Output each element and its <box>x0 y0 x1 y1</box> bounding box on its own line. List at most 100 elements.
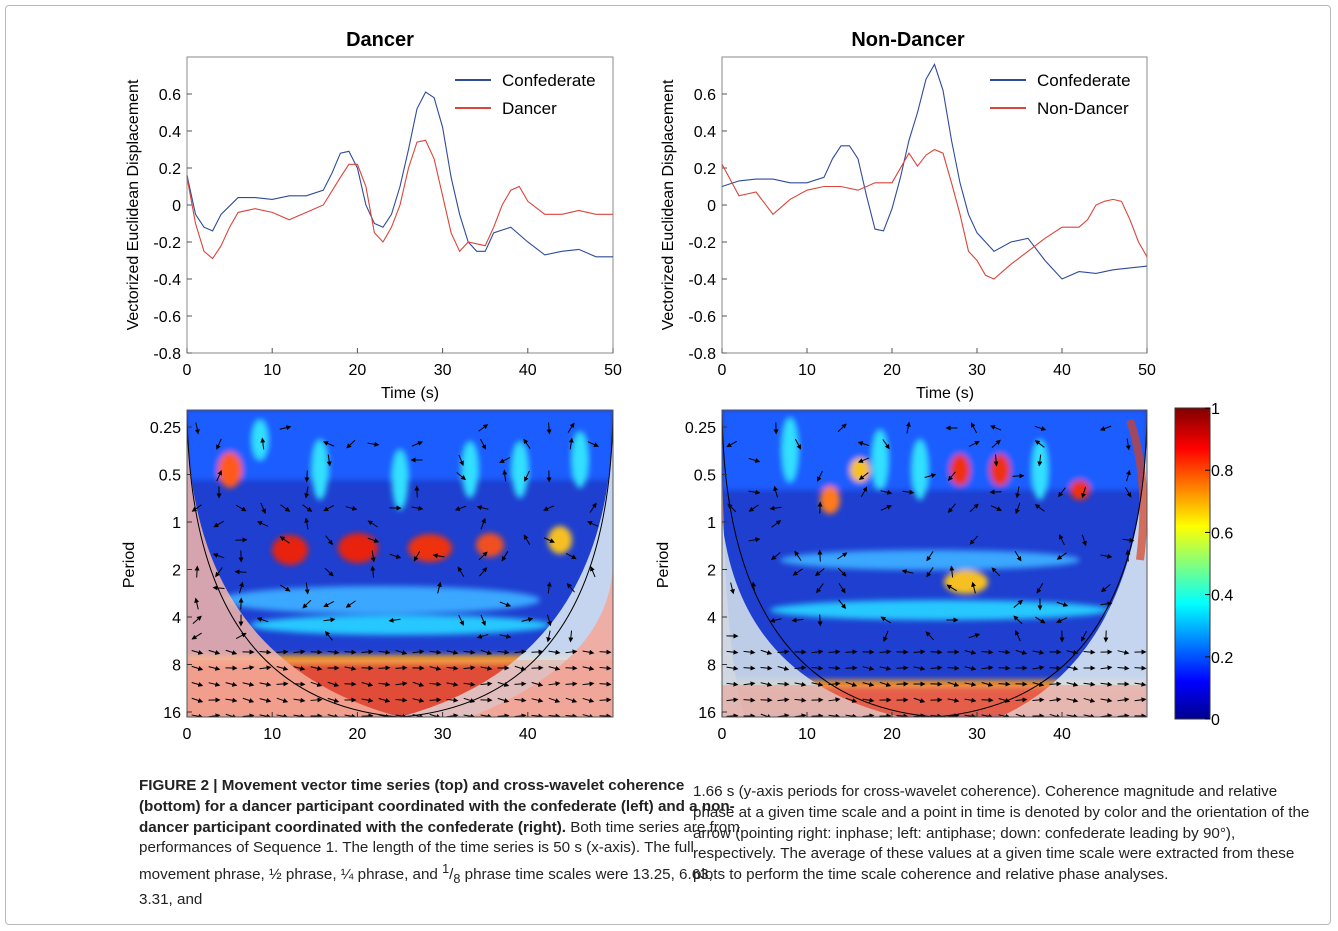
phase-arrow <box>760 649 773 655</box>
phase-arrow <box>191 649 204 655</box>
phase-arrow <box>794 438 802 450</box>
phase-arrow <box>860 486 868 498</box>
phase-arrow <box>429 649 442 655</box>
phase-arrow <box>531 713 544 717</box>
phase-arrow <box>777 649 790 655</box>
phase-arrow <box>998 681 1011 687</box>
phase-arrow <box>191 665 204 671</box>
phase-arrow <box>998 649 1011 655</box>
phase-arrow <box>378 665 391 671</box>
phase-arrow <box>565 552 577 560</box>
phase-arrow <box>192 615 202 625</box>
x-tick-label: 40 <box>1053 726 1071 743</box>
phase-arrow <box>930 713 943 717</box>
phase-arrow <box>1066 697 1079 703</box>
phase-arrow <box>480 649 493 655</box>
phase-arrow <box>548 681 561 687</box>
caption-body-left-1: Both time series are from performances o… <box>139 818 740 884</box>
phase-arrow <box>194 597 200 610</box>
phase-arrow <box>260 502 266 514</box>
y-tick-label: -0.8 <box>688 346 716 363</box>
phase-arrow <box>817 549 823 562</box>
series-lines <box>721 63 1148 280</box>
phase-arrow <box>760 681 773 687</box>
x-axis-label: Time (s) <box>916 385 974 402</box>
phase-arrow <box>479 567 488 577</box>
y-tick-label: -0.2 <box>153 235 181 252</box>
phase-arrow <box>1066 665 1079 671</box>
phase-arrow <box>476 505 489 511</box>
x-axis-ticks: 0 10 20 30 40 <box>183 712 537 743</box>
phase-arrow <box>323 504 335 512</box>
phase-arrow <box>446 697 459 703</box>
phase-arrow <box>413 550 421 562</box>
phase-arrow <box>949 565 955 578</box>
phase-arrow <box>981 649 994 655</box>
phase-arrow <box>1032 681 1045 687</box>
phase-arrow <box>194 422 200 435</box>
phase-arrow <box>1117 697 1130 703</box>
phase-arrow <box>480 438 486 450</box>
phase-arrow <box>235 537 248 543</box>
x-tick-label: 50 <box>1138 362 1156 379</box>
phase-arrow <box>324 567 334 577</box>
phase-arrow <box>531 681 544 687</box>
phase-arrow <box>926 551 934 562</box>
phase-arrow <box>412 649 425 655</box>
phase-arrow <box>1034 425 1047 431</box>
phase-arrow <box>212 585 225 591</box>
phase-arrow <box>760 665 773 671</box>
phase-arrow <box>259 649 272 655</box>
phase-arrow <box>279 536 290 544</box>
phase-arrow <box>411 505 424 511</box>
dancer-line-chart: Dancer 0.6 0.4 0.2 0 -0.2 -0.4 -0.6 -0.8 0 10 20 3… <box>125 29 622 402</box>
phase-arrow <box>1034 440 1045 448</box>
phase-arrow <box>225 681 238 687</box>
y-axis-ticks: 0.25 0.5 1 2 4 8 16 <box>685 420 727 722</box>
phase-arrow <box>838 583 846 594</box>
phase-arrow <box>1049 713 1062 717</box>
phase-arrow <box>587 441 599 447</box>
y-tick-label: 1 <box>172 515 181 532</box>
phase-arrow <box>998 697 1011 703</box>
phase-arrow <box>794 681 807 687</box>
phase-arrow <box>463 665 476 671</box>
phase-arrow <box>524 470 530 482</box>
phase-arrow <box>395 649 408 655</box>
phase-arrow <box>828 649 841 655</box>
phase-arrow <box>566 583 575 593</box>
phase-arrow <box>726 665 739 671</box>
phase-arrow <box>523 438 531 449</box>
colorbar-tick-label: 0.8 <box>1211 463 1233 480</box>
phase-arrow <box>1122 537 1135 543</box>
phase-arrow <box>748 457 761 463</box>
phase-arrow <box>565 697 578 703</box>
phase-arrow <box>1134 665 1147 671</box>
phase-arrow <box>946 584 957 592</box>
phase-arrow <box>773 485 779 498</box>
phase-arrow <box>323 441 335 447</box>
phase-arrow <box>743 697 756 703</box>
phase-arrow <box>259 697 272 703</box>
phase-arrow <box>480 681 493 687</box>
y-tick-label: 0.5 <box>159 468 181 485</box>
phase-arrow <box>429 665 442 671</box>
chart-title: Dancer <box>346 29 414 51</box>
y-tick-label: 0.2 <box>159 161 181 178</box>
phase-arrow <box>1056 617 1068 623</box>
phase-arrow <box>497 649 510 655</box>
phase-arrow <box>599 713 612 717</box>
x-axis-label: Time (s) <box>381 385 439 402</box>
phase-arrow <box>412 697 425 703</box>
phase-arrow <box>1015 502 1021 515</box>
x-tick-label: 30 <box>434 362 452 379</box>
phase-arrow <box>302 504 313 512</box>
phase-arrow <box>191 697 204 703</box>
phase-arrow <box>1125 469 1131 482</box>
phase-arrow <box>1056 601 1069 607</box>
phase-arrow <box>902 489 915 495</box>
phase-arrow <box>947 503 956 514</box>
legend-label: Confederate <box>1037 71 1131 90</box>
phase-arrow <box>345 600 356 608</box>
phase-arrow <box>981 681 994 687</box>
